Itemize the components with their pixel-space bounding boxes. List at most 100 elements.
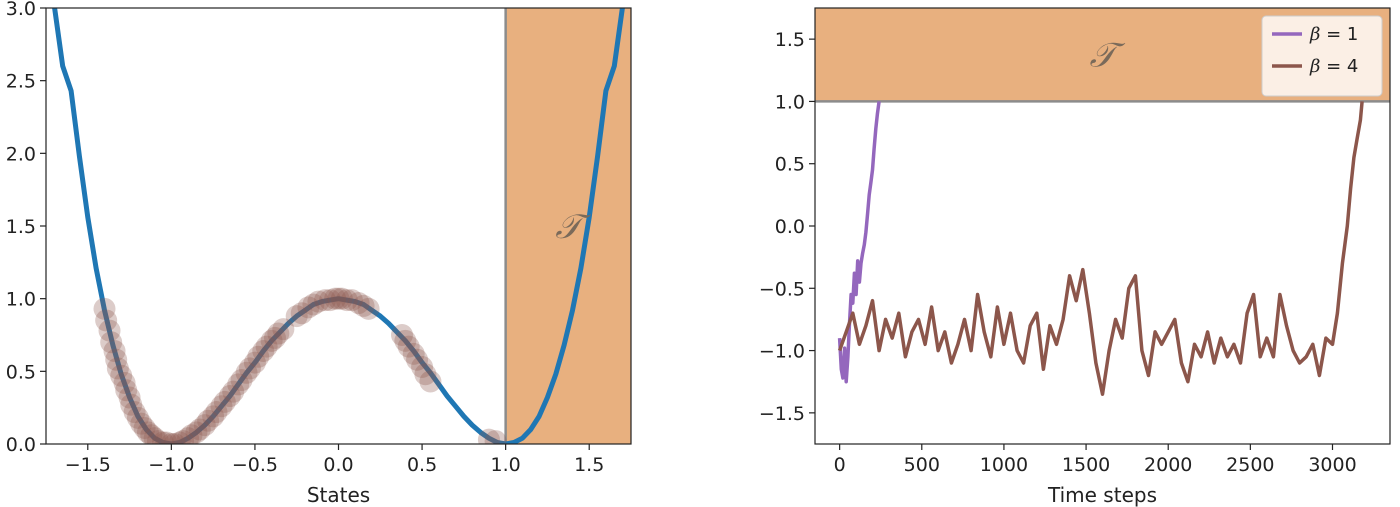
y-tick-label: −1.0 [759, 341, 805, 363]
legend-label-rest: = 4 [1320, 56, 1358, 77]
sample-point [136, 421, 159, 444]
sample-point [255, 335, 278, 358]
series-line-1 [837, 101, 881, 384]
sample-point [126, 406, 149, 429]
sample-point [180, 424, 203, 444]
sample-point [185, 421, 208, 444]
sample-point [238, 357, 261, 380]
sample-point [391, 324, 414, 346]
y-tick-label: 1.5 [775, 29, 805, 51]
sample-point [130, 412, 153, 435]
sample-point [168, 431, 191, 444]
sample-point [394, 329, 417, 352]
sample-point [218, 385, 241, 408]
legend-label: β = 4 [1309, 56, 1358, 77]
sample-point [93, 297, 116, 320]
y-tick-label: 0.0 [775, 216, 805, 238]
sample-point [202, 405, 225, 428]
sample-point [397, 335, 420, 358]
x-tick-label: 0 [834, 454, 846, 476]
sample-point [123, 401, 146, 424]
sample-point [260, 329, 283, 352]
x-tick-label: 0.0 [323, 454, 353, 476]
x-axis-label: Time steps [1047, 483, 1157, 507]
legend: β = 1β = 4 [1261, 15, 1383, 97]
sample-point [347, 292, 370, 315]
sample-point [152, 431, 174, 444]
y-tick-label: −1.5 [759, 403, 805, 425]
sample-point [335, 289, 358, 312]
x-tick-label: 3000 [1308, 454, 1356, 476]
sample-point [477, 428, 500, 444]
x-tick-label: 2000 [1144, 454, 1192, 476]
sample-point [484, 430, 507, 444]
sample-point [263, 326, 286, 349]
sample-point [118, 386, 141, 409]
sample-point [319, 289, 342, 312]
x-tick-label: −1.5 [65, 454, 111, 476]
x-tick-label: 0.5 [407, 454, 437, 476]
x-tick-label: −0.5 [232, 454, 278, 476]
sample-points [93, 287, 507, 444]
sample-point [227, 373, 250, 396]
y-tick-label: 0.5 [775, 154, 805, 176]
sample-point [314, 289, 337, 312]
sample-point [95, 309, 118, 332]
sample-point [163, 433, 186, 444]
sample-point [406, 348, 429, 371]
series-line-2 [837, 101, 1364, 396]
sample-point [222, 380, 245, 403]
x-tick-label: 2500 [1226, 454, 1274, 476]
sample-point [172, 430, 195, 444]
y-tick-label: −0.5 [759, 278, 805, 300]
y-tick-label: 0.5 [6, 361, 36, 383]
y-tick-label: 2.5 [6, 71, 36, 93]
sample-point [252, 339, 275, 362]
y-tick-label: 1.0 [775, 91, 805, 113]
sample-point [411, 355, 434, 378]
sample-point [352, 294, 375, 317]
sample-point [115, 379, 138, 402]
sample-point [272, 318, 295, 341]
sample-point [213, 390, 236, 413]
y-tick-label: 2.0 [6, 143, 36, 165]
sample-point [205, 401, 228, 424]
x-tick-label: 1.0 [491, 454, 521, 476]
x-tick-label: −1.0 [148, 454, 194, 476]
potential-curve [52, 8, 625, 444]
sample-point [193, 414, 216, 437]
sample-point [357, 297, 380, 320]
legend-label-var: β [1309, 56, 1320, 77]
legend-label-rest: = 1 [1320, 24, 1358, 45]
sample-point [133, 417, 156, 440]
y-tick-label: 0.0 [6, 434, 36, 456]
x-tick-label: 1000 [980, 454, 1028, 476]
sample-point [177, 427, 200, 444]
x-tick-label: 1500 [1062, 454, 1110, 476]
legend-box [1261, 15, 1383, 97]
x-tick-label: 1.5 [574, 454, 604, 476]
sample-point [340, 289, 363, 312]
sample-point [247, 345, 270, 368]
sample-point [113, 371, 136, 394]
sample-point [330, 287, 353, 310]
sample-point [235, 361, 258, 384]
sample-point [324, 287, 347, 310]
sample-point [120, 393, 143, 416]
sample-point [105, 348, 128, 371]
sample-point [302, 293, 325, 316]
sample-point [110, 364, 133, 387]
x-tick-label: 500 [904, 454, 940, 476]
sample-point [146, 430, 169, 444]
sample-point [307, 290, 330, 313]
legend-label-var: β [1309, 24, 1320, 45]
sample-point [243, 351, 266, 374]
sample-point [267, 322, 290, 345]
sample-point [285, 305, 308, 328]
plot-area [52, 8, 631, 444]
sample-point [140, 424, 163, 444]
sample-point [327, 287, 350, 310]
left-chart-panel: 𝒯−1.5 −1.0 −0.5 0.0 0.5 1.0 1.50.00.51.01.52.0… [6, 0, 632, 507]
sample-point [100, 331, 123, 354]
